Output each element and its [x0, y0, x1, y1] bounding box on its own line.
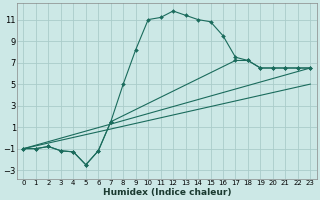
X-axis label: Humidex (Indice chaleur): Humidex (Indice chaleur) — [103, 188, 231, 197]
